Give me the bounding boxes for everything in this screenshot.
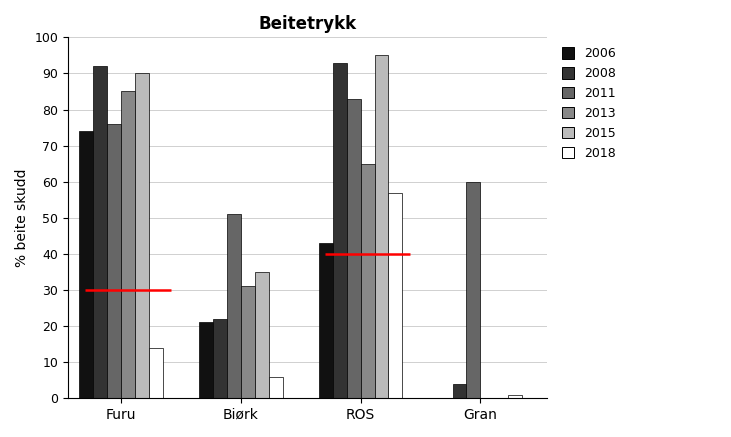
Title: Beitetrykk: Beitetrykk — [259, 15, 357, 33]
Bar — [452, 384, 466, 398]
Bar — [121, 91, 135, 398]
Bar — [346, 99, 360, 398]
Bar — [213, 319, 227, 398]
Bar — [333, 62, 346, 398]
Y-axis label: % beite skudd: % beite skudd — [15, 169, 29, 267]
Legend: 2006, 2008, 2011, 2013, 2015, 2018: 2006, 2008, 2011, 2013, 2015, 2018 — [558, 44, 620, 163]
Bar — [360, 164, 374, 398]
Bar — [149, 348, 163, 398]
Bar — [319, 243, 333, 398]
Bar — [254, 272, 269, 398]
Bar — [80, 131, 94, 398]
Bar — [199, 323, 213, 398]
Bar — [135, 73, 149, 398]
Bar — [374, 55, 388, 398]
Bar — [466, 182, 480, 398]
Bar — [508, 395, 522, 398]
Bar — [227, 214, 240, 398]
Bar — [240, 286, 254, 398]
Bar — [269, 377, 283, 398]
Bar — [107, 124, 121, 398]
Bar — [388, 193, 402, 398]
Bar — [94, 66, 107, 398]
